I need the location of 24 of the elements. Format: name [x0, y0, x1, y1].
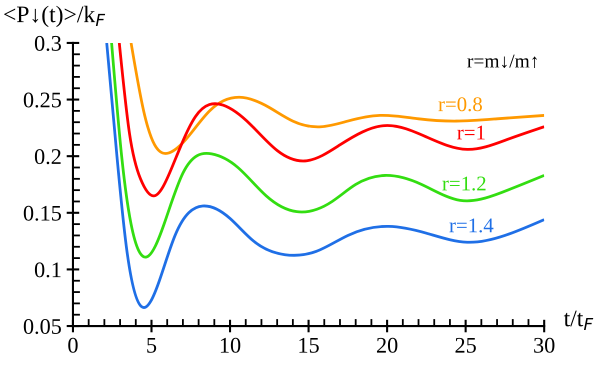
- y-tick-label: 0.05: [24, 318, 61, 334]
- y-tick-label: 0.2: [34, 149, 61, 164]
- series-label: r=1.2: [442, 176, 486, 191]
- y-tick-label: 0.15: [24, 206, 61, 221]
- x-axis-title: t/t$_{F}$: [564, 310, 594, 330]
- line-series: [130, 42, 544, 154]
- y-axis-title: <P↓(t)>/k$_{F}$: [4, 6, 106, 28]
- line-series: [110, 42, 544, 258]
- line-series: [118, 42, 544, 198]
- x-tick-label: 20: [376, 338, 398, 353]
- x-tick-label: 10: [220, 338, 240, 353]
- series-label: r=1: [457, 126, 485, 140]
- y-tick-label: 0.25: [24, 92, 61, 108]
- series-label: r=1.4: [449, 218, 494, 233]
- y-tick-label: 0.1: [34, 262, 61, 278]
- legend-title: r=m↓/m↑: [467, 54, 537, 68]
- line-series: [105, 42, 544, 308]
- y-tick-label: 0.3: [34, 36, 61, 51]
- x-tick-label: 5: [147, 338, 156, 353]
- x-tick-label: 15: [299, 338, 319, 353]
- series-label: r=0.8: [438, 97, 482, 112]
- x-tick-label: 0: [68, 338, 78, 353]
- x-tick-label: 30: [534, 338, 554, 353]
- x-tick-label: 25: [456, 338, 476, 353]
